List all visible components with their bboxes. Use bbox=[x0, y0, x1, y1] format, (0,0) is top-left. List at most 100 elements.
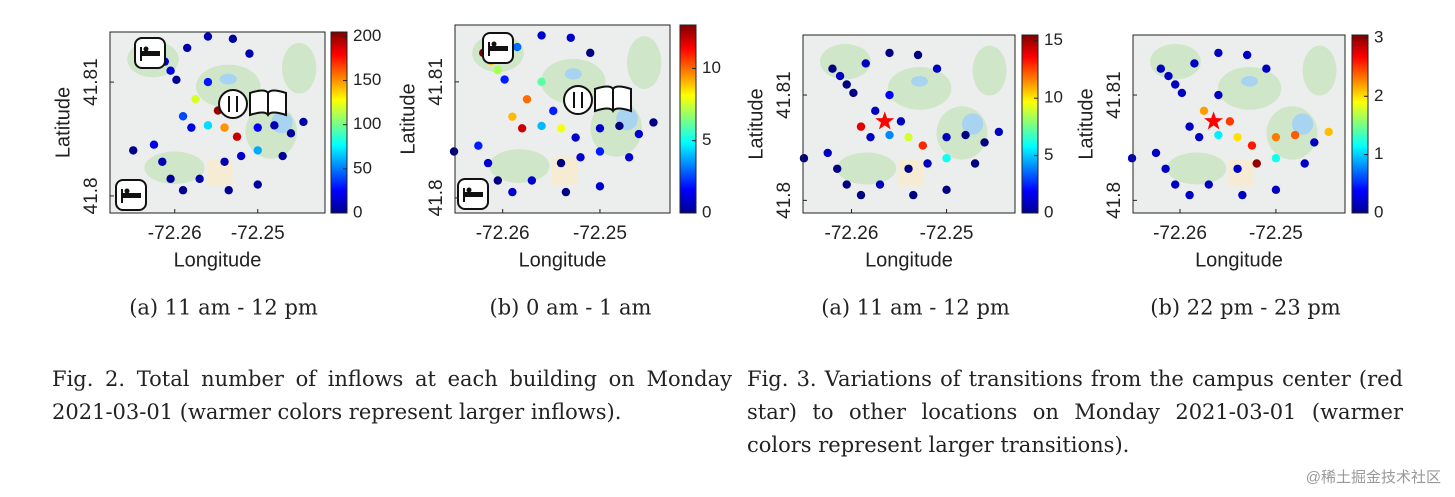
building-point bbox=[1171, 180, 1180, 189]
bed-icon bbox=[463, 188, 465, 202]
building-point bbox=[166, 66, 175, 75]
building-point bbox=[513, 42, 522, 52]
building-point bbox=[849, 88, 858, 98]
y-tick-label: 41.8 bbox=[81, 177, 102, 214]
y-axis-label: Latitude bbox=[52, 87, 74, 158]
lake bbox=[219, 73, 237, 85]
building-point bbox=[576, 153, 585, 162]
building-point bbox=[517, 124, 527, 133]
x-axis-label: Longitude bbox=[174, 249, 262, 271]
park-area bbox=[1217, 67, 1282, 110]
subfigure-caption: (a) 11 am - 12 pm bbox=[129, 296, 318, 320]
building-point bbox=[961, 130, 970, 140]
building-point bbox=[595, 147, 605, 156]
building-point bbox=[649, 118, 658, 127]
building-point bbox=[1300, 159, 1309, 168]
campus-area bbox=[206, 158, 233, 186]
colorbar-tick-label: 50 bbox=[353, 158, 372, 177]
building-point bbox=[835, 71, 845, 81]
building-point bbox=[1190, 59, 1199, 68]
building-point bbox=[1324, 127, 1333, 137]
building-point bbox=[220, 157, 229, 166]
building-point bbox=[149, 140, 159, 149]
building-point bbox=[203, 32, 213, 41]
building-point bbox=[278, 151, 287, 161]
plot-frame bbox=[1132, 34, 1346, 214]
lake bbox=[1241, 75, 1259, 87]
building-point bbox=[856, 190, 866, 200]
building-point bbox=[586, 48, 595, 58]
building-point bbox=[942, 154, 951, 163]
building-point bbox=[1204, 180, 1213, 189]
food-icon bbox=[563, 85, 593, 115]
building-point bbox=[449, 147, 459, 156]
campus-area bbox=[551, 156, 578, 185]
building-point bbox=[932, 64, 942, 73]
bed-icon bbox=[464, 192, 483, 197]
building-point bbox=[918, 141, 927, 150]
building-point bbox=[187, 123, 196, 132]
lake bbox=[962, 113, 984, 135]
building-point bbox=[236, 151, 246, 161]
y-tick-label: 41.81 bbox=[426, 58, 447, 106]
lake bbox=[911, 75, 929, 87]
plot-frame bbox=[109, 31, 326, 214]
building-point bbox=[191, 94, 200, 104]
figure-caption: Fig. 2. Total number of inflows at each … bbox=[52, 367, 732, 424]
bed-icon bbox=[122, 193, 141, 198]
building-point bbox=[923, 159, 932, 168]
colorbar bbox=[1351, 34, 1369, 214]
food-icon bbox=[218, 89, 248, 119]
center-star bbox=[875, 111, 895, 130]
bed-icon bbox=[124, 188, 130, 194]
building-point bbox=[634, 129, 644, 139]
building-point bbox=[1252, 159, 1261, 168]
building-point bbox=[1214, 48, 1223, 58]
colorbar-tick-label: 10 bbox=[1044, 88, 1063, 107]
y-tick-label: 41.81 bbox=[774, 71, 795, 119]
colorbar-tick-label: 0 bbox=[702, 202, 711, 221]
colorbar-tick-label: 150 bbox=[353, 70, 381, 89]
colorbar-tick-label: 1 bbox=[1374, 144, 1383, 163]
figures: -72.26 -72.2541.841.81LongitudeLatitude05… bbox=[52, 24, 1383, 320]
bed-icon bbox=[121, 189, 123, 203]
building-point bbox=[1271, 132, 1281, 142]
colorbar-tick-label: 2 bbox=[1374, 86, 1383, 105]
building-point bbox=[1242, 50, 1252, 60]
building-point bbox=[253, 146, 262, 155]
building-point bbox=[527, 176, 537, 185]
building-point bbox=[828, 64, 837, 73]
campus-area bbox=[898, 159, 924, 187]
y-tick-label: 41.8 bbox=[426, 179, 447, 216]
y-axis-label: Latitude bbox=[745, 88, 767, 159]
building-point bbox=[508, 112, 517, 121]
building-point bbox=[904, 132, 913, 142]
building-point bbox=[253, 123, 262, 132]
bed-icon bbox=[141, 51, 160, 56]
figure-caption: Fig. 3. Variations of transitions from t… bbox=[747, 367, 1403, 457]
park-area bbox=[887, 67, 952, 110]
colorbar-tick-label: 15 bbox=[1044, 30, 1063, 49]
building-point bbox=[1151, 148, 1161, 158]
x-tick-label: -72.25 bbox=[231, 223, 285, 244]
park-area bbox=[972, 45, 1007, 96]
building-point bbox=[1225, 117, 1235, 126]
building-point bbox=[1262, 64, 1271, 73]
center-star bbox=[1204, 111, 1224, 130]
building-point bbox=[224, 186, 233, 195]
x-tick-label: -72.25 bbox=[573, 223, 627, 244]
building-point bbox=[1238, 190, 1247, 200]
building-point bbox=[500, 75, 509, 84]
building-point bbox=[1156, 64, 1166, 73]
building-point bbox=[615, 121, 624, 131]
building-point bbox=[549, 106, 558, 116]
building-point bbox=[183, 43, 192, 53]
colorbar-tick-label: 0 bbox=[1374, 202, 1383, 221]
building-point bbox=[195, 174, 204, 184]
x-tick-label: -72.26 bbox=[825, 223, 879, 244]
lake bbox=[1292, 113, 1314, 135]
building-point bbox=[232, 132, 242, 141]
y-tick-label: 41.81 bbox=[81, 58, 102, 106]
park-area bbox=[627, 36, 662, 89]
colorbar-tick-label: 0 bbox=[1044, 202, 1053, 221]
